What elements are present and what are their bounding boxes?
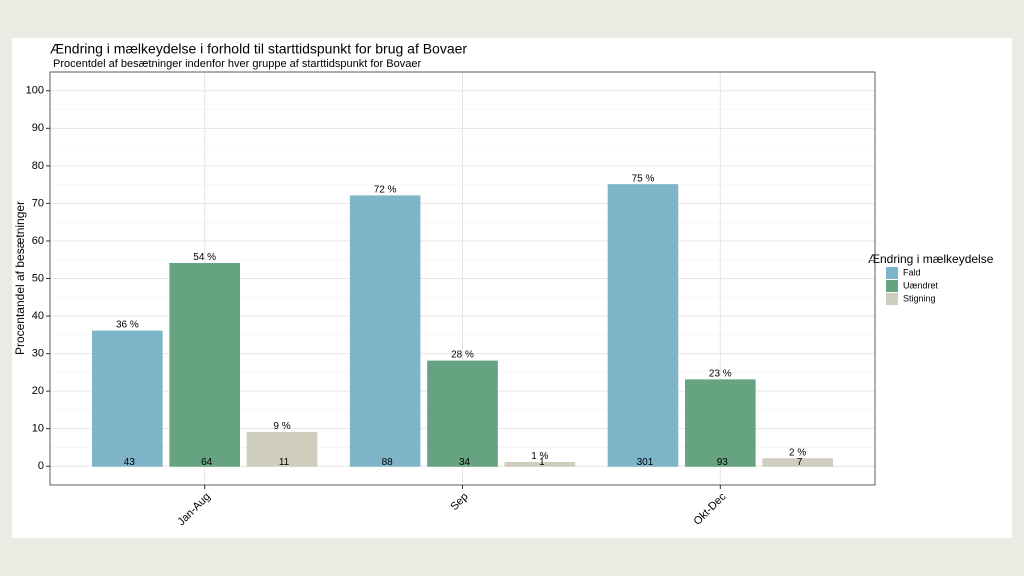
y-tick-label: 50 — [32, 272, 44, 284]
bar — [427, 360, 498, 467]
panel-border — [49, 71, 876, 486]
value-label: 75 % — [632, 173, 655, 184]
y-axis-label: Procentandel af besætninger — [13, 201, 27, 355]
value-label: 54 % — [193, 252, 216, 263]
chart-subtitle: Procentdel af besætninger indenfor hver … — [53, 58, 421, 70]
count-label: 7 — [797, 457, 803, 468]
bar — [685, 379, 756, 467]
value-label: 28 % — [451, 350, 474, 361]
bar — [92, 330, 163, 467]
value-label: 1 % — [531, 451, 548, 462]
value-label: 23 % — [709, 369, 732, 380]
count-label: 11 — [279, 457, 290, 468]
legend-label: Uændret — [903, 280, 939, 290]
chart-title: Ændring i mælkeydelse i forhold til star… — [50, 41, 467, 57]
count-label: 301 — [637, 457, 654, 468]
y-tick-label: 0 — [38, 460, 44, 472]
y-tick-label: 90 — [32, 122, 44, 134]
bar — [169, 262, 240, 467]
bar — [349, 195, 421, 467]
count-label: 88 — [382, 457, 394, 468]
bar — [607, 184, 679, 467]
y-tick-label: 10 — [32, 423, 44, 435]
legend-title: Ændring i mælkeydelse — [868, 252, 994, 266]
value-label: 2 % — [789, 447, 806, 458]
y-tick-label: 20 — [32, 385, 44, 397]
y-tick-label: 40 — [32, 310, 44, 322]
value-label: 9 % — [273, 421, 290, 432]
y-tick-label: 80 — [32, 160, 44, 172]
legend-key — [886, 267, 898, 279]
bar — [504, 461, 576, 467]
value-label: 72 % — [374, 185, 397, 196]
y-tick-label: 100 — [26, 85, 44, 97]
y-tick-label: 60 — [32, 235, 44, 247]
count-label: 64 — [201, 457, 213, 468]
count-label: 34 — [459, 457, 471, 468]
value-label: 36 % — [116, 320, 139, 331]
count-label: 43 — [124, 457, 136, 468]
legend-key — [886, 293, 898, 305]
count-label: 93 — [717, 457, 729, 468]
legend-label: Fald — [903, 267, 921, 277]
y-tick-label: 30 — [32, 347, 44, 359]
legend-label: Stigning — [903, 293, 936, 303]
y-tick-label: 70 — [32, 197, 44, 209]
legend-key — [886, 280, 898, 292]
count-label: 1 — [539, 457, 545, 468]
bar — [246, 431, 318, 467]
bar — [762, 458, 833, 467]
